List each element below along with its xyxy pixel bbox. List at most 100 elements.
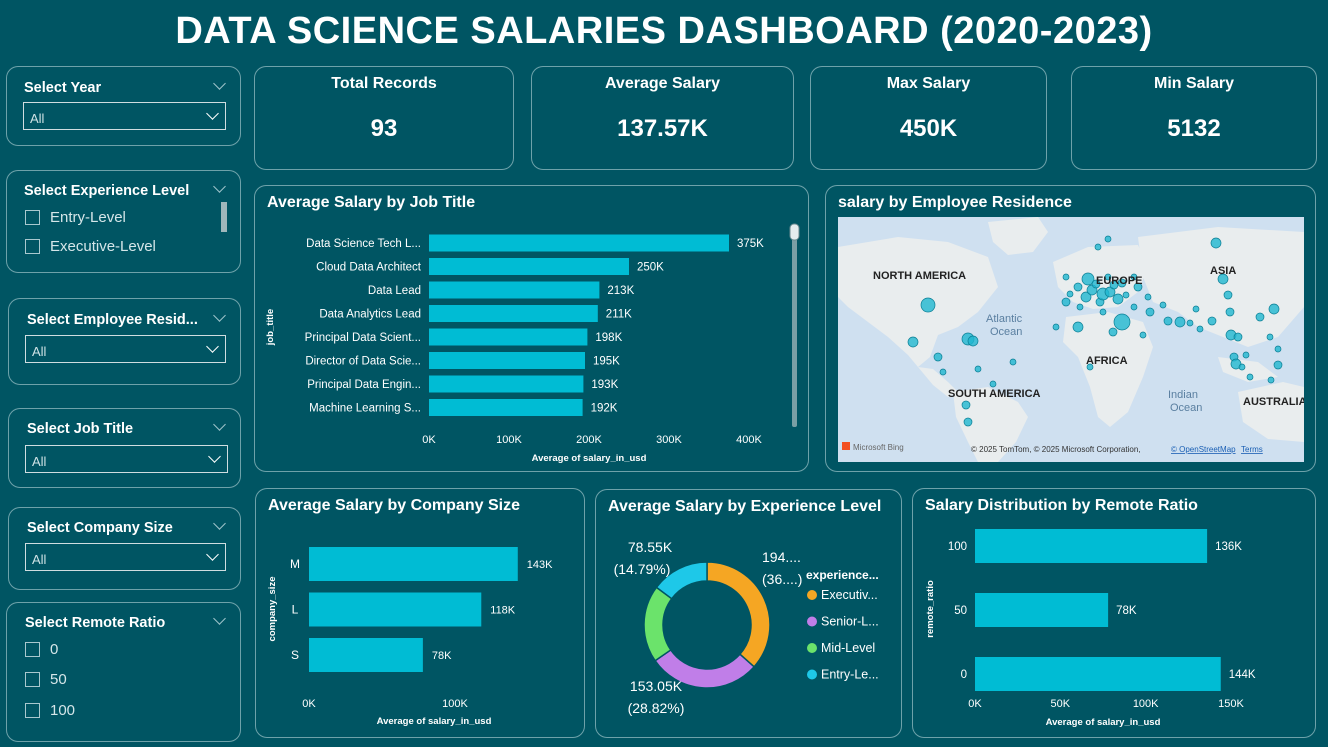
osm-link[interactable]: © OpenStreetMap [1171,445,1236,454]
donut-slice[interactable] [706,561,771,668]
bar[interactable] [429,281,600,299]
salary-bubble[interactable] [961,400,971,410]
salary-bubble[interactable] [920,297,936,313]
chevron-down-icon[interactable] [213,180,226,193]
salary-bubble[interactable] [1091,279,1101,289]
remote-option-50[interactable]: 50 [25,669,67,689]
residence-dropdown[interactable]: All [25,335,226,363]
salary-bubble[interactable] [1066,290,1074,298]
salary-bubble[interactable] [1081,272,1095,286]
salary-bubble[interactable] [1223,290,1233,300]
bar[interactable] [309,638,423,672]
bar[interactable] [429,328,588,346]
chart-scrollbar[interactable] [792,224,797,427]
salary-bubble[interactable] [1009,358,1017,366]
checkbox[interactable] [25,209,40,225]
chart-scrollbar-thumb[interactable] [789,223,800,241]
salary-bubble[interactable] [1207,316,1217,326]
salary-bubble[interactable] [1210,237,1222,249]
salary-bubble[interactable] [1233,332,1243,342]
checkbox[interactable] [25,238,40,254]
salary-bubble[interactable] [1076,303,1084,311]
salary-bubble[interactable] [1186,319,1194,327]
salary-bubble[interactable] [1117,278,1127,288]
checkbox[interactable] [25,702,40,718]
salary-bubble[interactable] [933,352,943,362]
salary-bubble[interactable] [1072,321,1084,333]
salary-bubble[interactable] [1268,303,1280,315]
salary-bubble[interactable] [1246,373,1254,381]
remote-option-0[interactable]: 0 [25,639,58,659]
experience-option-executive[interactable]: Executive-Level [25,236,156,256]
salary-bubble[interactable] [1073,282,1083,292]
salary-bubble[interactable] [989,380,997,388]
salary-bubble[interactable] [1080,291,1092,303]
chevron-down-icon[interactable] [213,77,226,90]
remote-option-100[interactable]: 100 [25,700,75,720]
chevron-down-icon[interactable] [213,309,226,322]
salary-bubble[interactable] [963,417,973,427]
company-size-dropdown[interactable]: All [25,543,226,571]
salary-bubble[interactable] [907,336,919,348]
salary-bubble[interactable] [1174,316,1186,328]
salary-bubble[interactable] [1062,273,1070,281]
legend-item[interactable]: Mid-Level [821,641,875,655]
bar[interactable] [429,234,729,252]
legend-item[interactable]: Entry-Le... [821,668,879,682]
salary-bubble[interactable] [1196,325,1204,333]
salary-bubble[interactable] [1104,235,1112,243]
salary-bubble[interactable] [1108,327,1118,337]
bar[interactable] [429,352,585,369]
salary-bubble[interactable] [1255,312,1265,322]
experience-option-entry[interactable]: Entry-Level [25,207,126,227]
salary-bubble[interactable] [1139,331,1147,339]
salary-bubble[interactable] [1145,307,1155,317]
salary-bubble[interactable] [1086,363,1094,371]
year-dropdown[interactable]: All [23,102,226,130]
salary-bubble[interactable] [1163,316,1173,326]
slicer-scrollbar[interactable] [221,202,227,232]
salary-bubble[interactable] [939,368,947,376]
salary-bubble[interactable] [1217,273,1229,285]
world-map[interactable]: NORTH AMERICA EUROPE ASIA Atlantic Ocean… [838,217,1304,462]
legend-item[interactable]: Senior-L... [821,615,879,629]
bar[interactable] [429,399,583,416]
bar[interactable] [429,305,598,322]
salary-bubble[interactable] [1061,297,1071,307]
bar[interactable] [309,547,518,581]
salary-bubble[interactable] [967,335,979,347]
bar[interactable] [429,375,584,393]
salary-bubble[interactable] [1159,301,1167,309]
salary-bubble[interactable] [1094,243,1102,251]
salary-bubble[interactable] [1144,293,1152,301]
salary-bubble[interactable] [1238,363,1246,371]
salary-bubble[interactable] [1112,293,1124,305]
bar[interactable] [975,529,1208,563]
salary-bubble[interactable] [1104,286,1116,298]
bar[interactable] [975,657,1221,691]
terms-link[interactable]: Terms [1241,445,1263,454]
job-title-dropdown[interactable]: All [25,445,228,473]
legend-item[interactable]: Executiv... [821,588,878,602]
salary-bubble[interactable] [1225,307,1235,317]
salary-bubble[interactable] [1242,351,1250,359]
donut-slice[interactable] [655,561,708,600]
salary-bubble[interactable] [1113,313,1131,331]
salary-bubble[interactable] [1052,323,1060,331]
checkbox[interactable] [25,641,40,657]
salary-bubble[interactable] [1104,273,1112,281]
salary-bubble[interactable] [974,365,982,373]
bar[interactable] [309,592,482,627]
salary-bubble[interactable] [1273,360,1283,370]
salary-bubble[interactable] [1130,273,1138,281]
salary-bubble[interactable] [1192,305,1200,313]
salary-bubble[interactable] [1130,303,1138,311]
chevron-down-icon[interactable] [213,612,226,625]
salary-bubble[interactable] [1266,333,1274,341]
bar[interactable] [975,593,1109,627]
salary-bubble[interactable] [1133,282,1143,292]
checkbox[interactable] [25,671,40,687]
salary-bubble[interactable] [1109,280,1119,290]
salary-bubble[interactable] [1099,308,1107,316]
bar[interactable] [429,258,629,275]
